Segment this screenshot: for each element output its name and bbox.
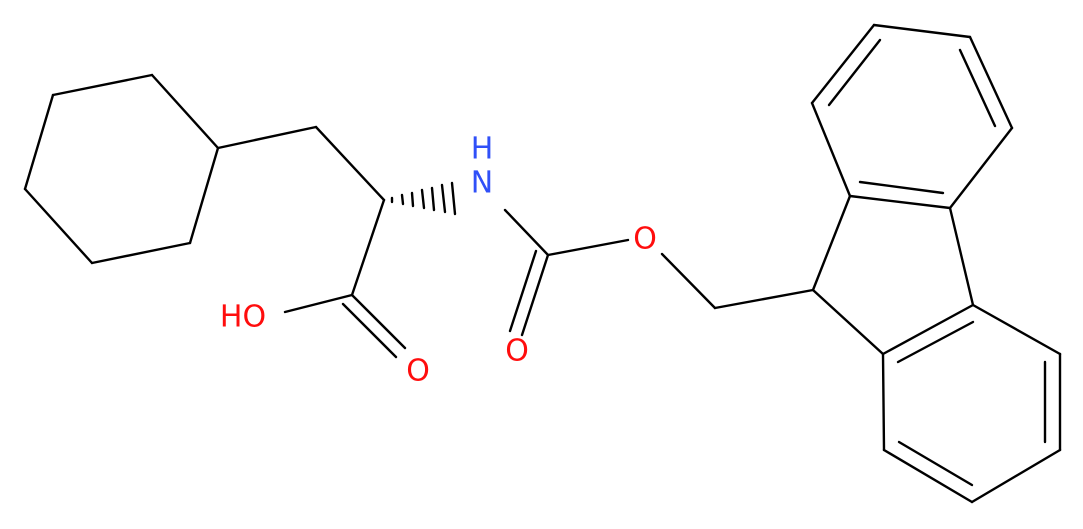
atom-label: O (505, 334, 529, 369)
atom-label: O (633, 222, 657, 257)
atom-label: HO (220, 300, 266, 335)
atom-label: O (406, 354, 430, 389)
atom-label: H (471, 132, 494, 167)
atom-label: N (471, 166, 493, 201)
bonds (23, 23, 1062, 504)
